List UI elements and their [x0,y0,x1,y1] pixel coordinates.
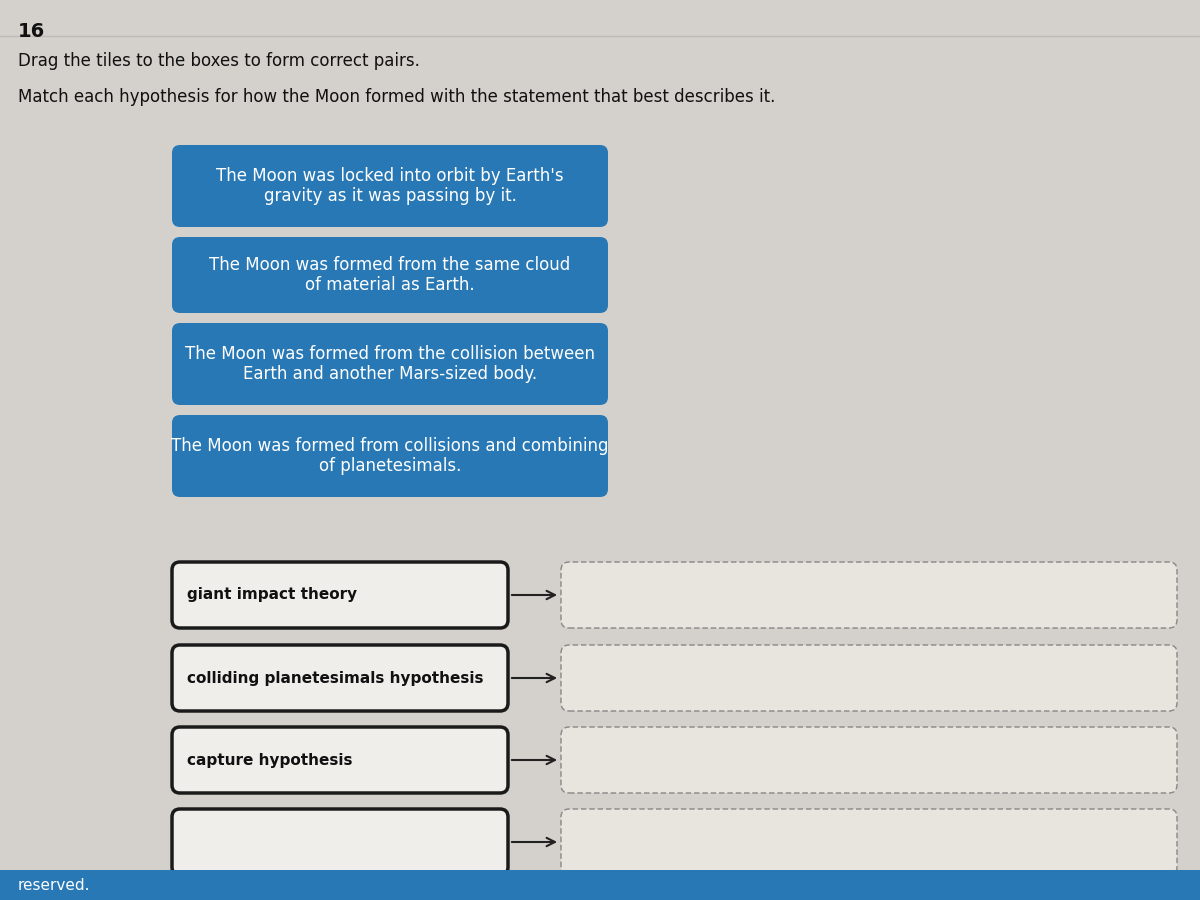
FancyBboxPatch shape [172,415,608,497]
Bar [0,870,1200,900]
FancyBboxPatch shape [172,145,608,227]
FancyBboxPatch shape [172,727,508,793]
FancyBboxPatch shape [172,323,608,405]
Text: 16: 16 [18,22,46,41]
Text: Drag the tiles to the boxes to form correct pairs.: Drag the tiles to the boxes to form corr… [18,52,420,70]
Text: The Moon was formed from collisions and combining
of planetesimals.: The Moon was formed from collisions and … [172,436,608,475]
Text: colliding planetesimals hypothesis: colliding planetesimals hypothesis [187,670,484,686]
FancyBboxPatch shape [562,809,1177,875]
FancyBboxPatch shape [562,562,1177,628]
Text: reserved.: reserved. [18,878,90,893]
FancyBboxPatch shape [172,237,608,313]
FancyBboxPatch shape [172,562,508,628]
Text: The Moon was locked into orbit by Earth's
gravity as it was passing by it.: The Moon was locked into orbit by Earth'… [216,166,564,205]
Text: giant impact theory: giant impact theory [187,588,358,602]
Text: The Moon was formed from the same cloud
of material as Earth.: The Moon was formed from the same cloud … [209,256,571,294]
FancyBboxPatch shape [172,645,508,711]
FancyBboxPatch shape [562,727,1177,793]
Text: Match each hypothesis for how the Moon formed with the statement that best descr: Match each hypothesis for how the Moon f… [18,88,775,106]
Text: The Moon was formed from the collision between
Earth and another Mars-sized body: The Moon was formed from the collision b… [185,345,595,383]
FancyBboxPatch shape [172,809,508,875]
Text: capture hypothesis: capture hypothesis [187,752,353,768]
FancyBboxPatch shape [562,645,1177,711]
